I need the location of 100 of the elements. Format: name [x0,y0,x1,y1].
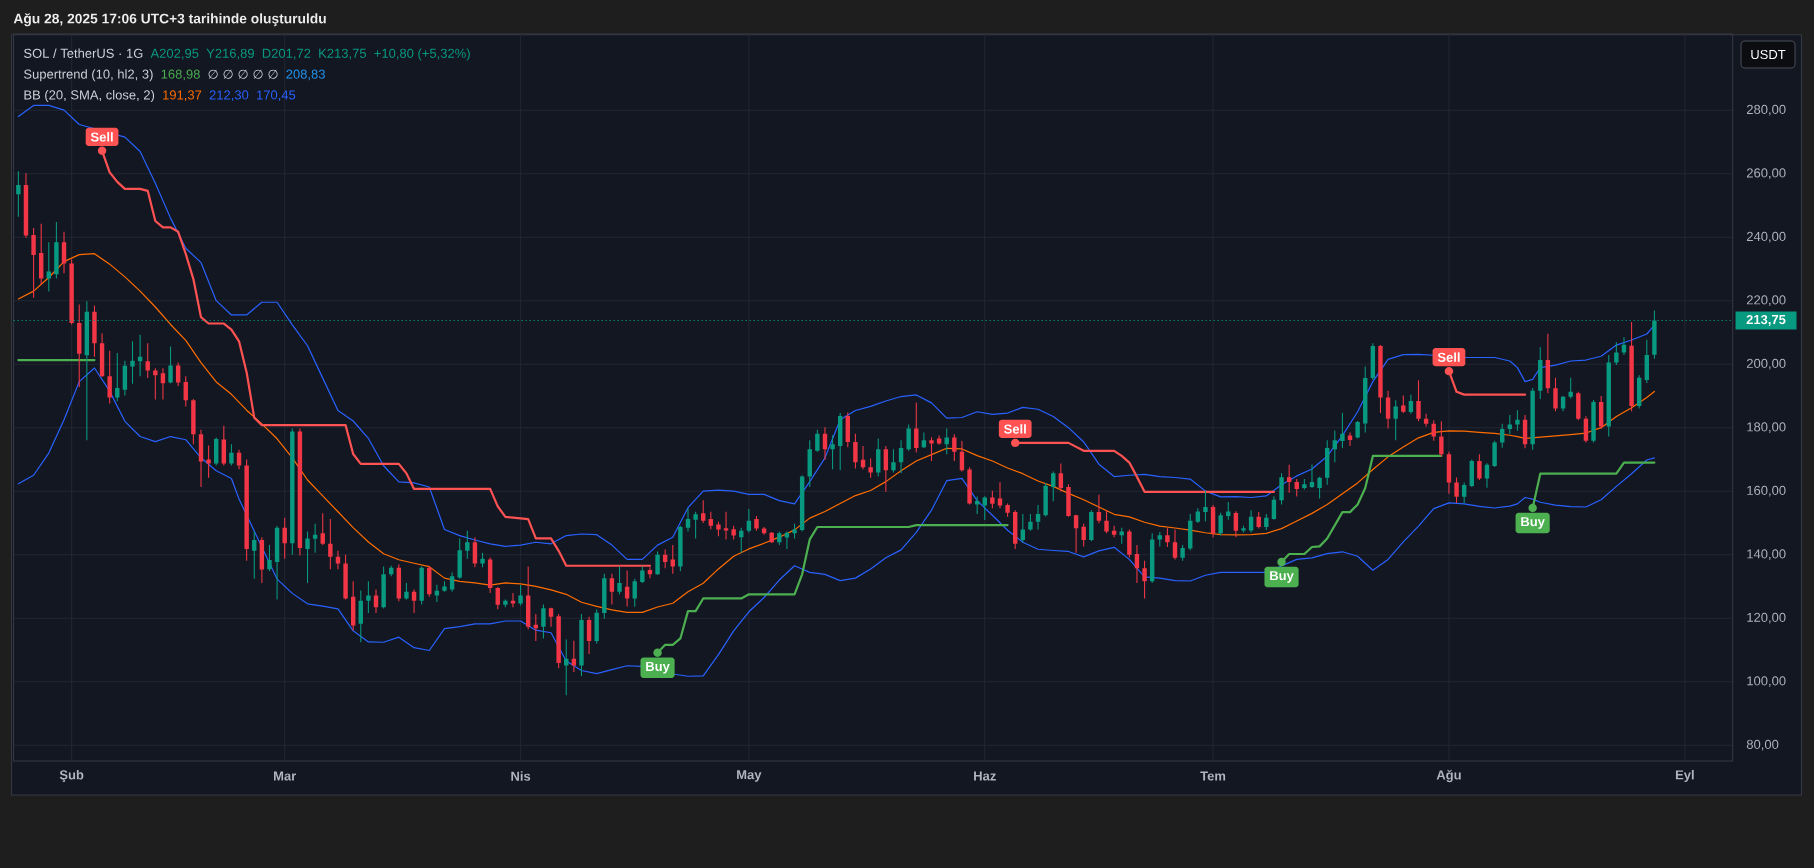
candlestick [952,434,957,461]
candlestick [160,368,166,400]
candlestick [153,368,158,400]
candlestick [594,609,599,644]
candlestick [480,552,485,568]
candlestick [640,566,645,583]
candlestick [1507,414,1513,434]
candlestick [1446,451,1452,494]
candlestick [1477,454,1482,481]
y-tick-label: 160,00 [1747,485,1786,497]
candlestick [1271,496,1277,520]
candlestick [1576,391,1581,421]
y-tick-label: 100,00 [1747,676,1786,687]
candlestick [632,578,637,607]
candlestick [1104,510,1109,534]
candlestick [1248,510,1254,533]
candlestick [807,440,812,488]
candlestick [1454,477,1459,503]
candlestick [685,508,691,532]
candlestick [274,526,280,600]
candlestick [1340,413,1345,448]
candlestick [107,350,112,404]
candlestick [1469,459,1474,488]
x-tick-label: Şub [59,769,84,783]
candlestick [868,458,873,478]
candlestick [1279,473,1284,505]
x-tick-label: Ağu [1436,769,1461,783]
candlestick [1636,375,1642,409]
candlestick [564,639,569,696]
annotation: 168,98 [161,69,200,81]
candlestick [914,402,919,453]
candlestick [997,482,1003,509]
candlestick [1073,514,1079,553]
candlestick [411,589,417,614]
candlestick [1423,413,1429,427]
candlestick [487,557,493,594]
candlestick [175,362,181,387]
annotation: A202,95 [150,48,199,60]
candlestick [328,519,333,570]
candlestick [1005,503,1010,517]
annotation: Buy [1270,571,1294,583]
candlestick [23,173,29,238]
candlestick [1127,529,1132,558]
candlestick [122,360,128,396]
candlestick [510,593,516,608]
y-tick-label: 280,00 [1746,104,1786,116]
candlestick [503,599,508,608]
candlestick [1401,395,1406,414]
candlestick [799,475,805,532]
candlestick [282,517,287,559]
candlestick [335,550,341,570]
candlestick [1393,400,1398,441]
candlestick [876,438,881,477]
candlestick [548,607,554,627]
candlestick [1591,400,1596,443]
chart-subtitle: Ağu 28, 2025 17:06 UTC+3 tarihinde oluşturuldu [13,13,326,27]
candlestick [1332,430,1338,463]
candlestick [891,449,896,473]
annotation: Buy [646,661,670,674]
point [1011,438,1020,448]
candlestick [1553,377,1558,412]
candlestick [1538,347,1543,400]
candlestick [92,305,97,357]
candlestick [845,412,851,448]
candlestick [822,427,828,460]
candlestick [746,508,752,533]
candlestick [723,511,729,540]
candlestick [404,582,409,600]
candlestick [244,459,249,561]
candlestick [944,428,949,455]
candlestick [1370,343,1376,381]
y-tick-label: 260,00 [1746,168,1786,180]
candlestick [602,573,607,619]
annotation: 208,83 [286,69,325,81]
candlestick [419,566,424,605]
candlestick [1309,464,1315,488]
x-tick-label: Haz [974,771,996,781]
x-tick-label: Tem [1200,771,1226,781]
candlestick [1188,514,1193,551]
point [1444,366,1454,376]
candlestick [1294,479,1299,497]
candlestick [541,604,546,639]
candlestick [678,525,683,572]
candlestick [1461,482,1467,503]
candlestick [739,527,744,553]
candlestick [1530,387,1535,450]
candlestick [1195,508,1201,523]
candlestick [860,446,866,470]
candlestick [130,341,135,384]
candlestick [168,346,173,384]
annotation: Y216,89 [206,48,254,60]
candlestick [1264,514,1269,530]
candlestick [373,589,379,614]
candlestick [305,531,310,583]
candlestick [769,532,774,543]
candlestick [586,616,592,655]
candlestick [1081,523,1086,547]
candlestick [381,566,386,609]
candlestick [1614,342,1619,366]
y-tick-label: 200,00 [1746,358,1786,370]
